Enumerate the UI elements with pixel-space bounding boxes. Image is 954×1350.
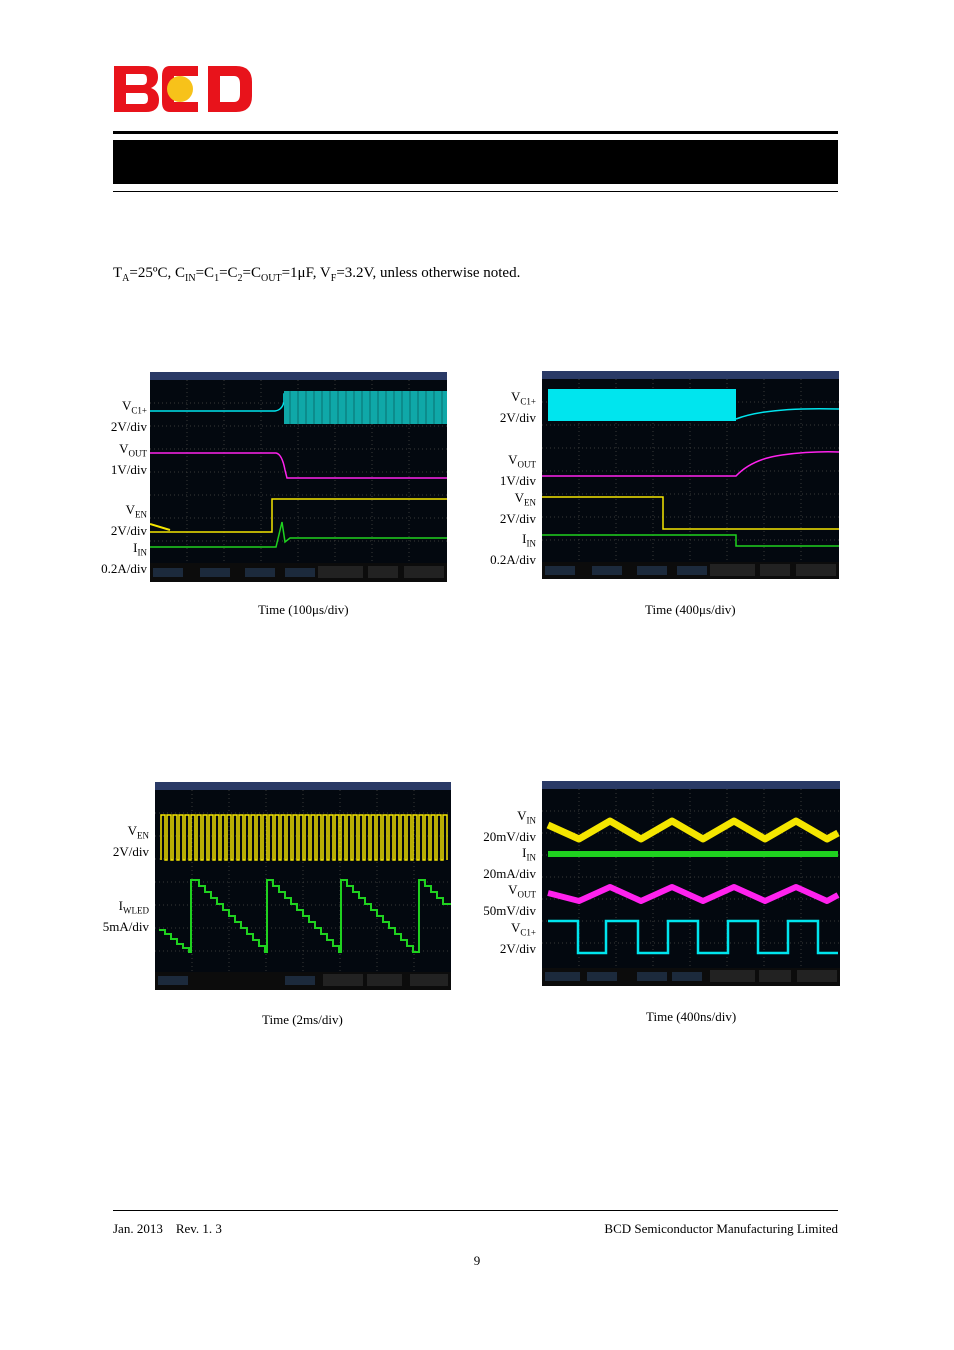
footer-company: BCD Semiconductor Manufacturing Limited xyxy=(604,1221,838,1236)
header-rule xyxy=(113,131,838,134)
label-vc1: VC1+ 2V/div xyxy=(499,389,536,425)
test-conditions: TA=25ºC, CIN=C1=C2=COUT=1μF, VF=3.2V, un… xyxy=(113,265,521,284)
title-bar xyxy=(113,140,838,184)
label-ven: VEN 2V/div xyxy=(110,502,147,538)
header-underline xyxy=(113,191,838,192)
scope-capture-3 xyxy=(155,782,451,990)
label-iin: IIN 0.2A/div xyxy=(101,540,147,576)
label-ven: VEN 2V/div xyxy=(499,490,536,526)
caption-3: Time (2ms/div) xyxy=(262,1012,343,1027)
label-vin: VIN 20mV/div xyxy=(483,808,536,844)
footer-date-revision: Jan. 2013 Rev. 1. 3 xyxy=(113,1221,222,1236)
label-vout: VOUT 1V/div xyxy=(110,441,147,477)
scope-capture-4 xyxy=(542,781,840,986)
footer-rule xyxy=(113,1210,838,1211)
caption-2: Time (400μs/div) xyxy=(645,602,736,617)
label-iin: IIN 20mA/div xyxy=(483,845,536,881)
label-vc1: VC1+ 2V/div xyxy=(499,920,536,956)
label-vout: VOUT 1V/div xyxy=(499,452,536,488)
scope-capture-1 xyxy=(150,372,447,582)
caption-4: Time (400ns/div) xyxy=(646,1009,737,1024)
scope-capture-2 xyxy=(542,371,839,579)
caption-1: Time (100μs/div) xyxy=(258,602,349,617)
label-vc1: VC1+ 2V/div xyxy=(110,398,147,434)
label-vout: VOUT 50mV/div xyxy=(483,882,536,918)
label-iin: IIN 0.2A/div xyxy=(490,531,536,567)
label-iwled: IWLED 5mA/div xyxy=(102,898,149,934)
label-ven: VEN 2V/div xyxy=(112,823,149,859)
page-number: 9 xyxy=(473,1253,481,1268)
bcd-logo xyxy=(114,66,252,112)
